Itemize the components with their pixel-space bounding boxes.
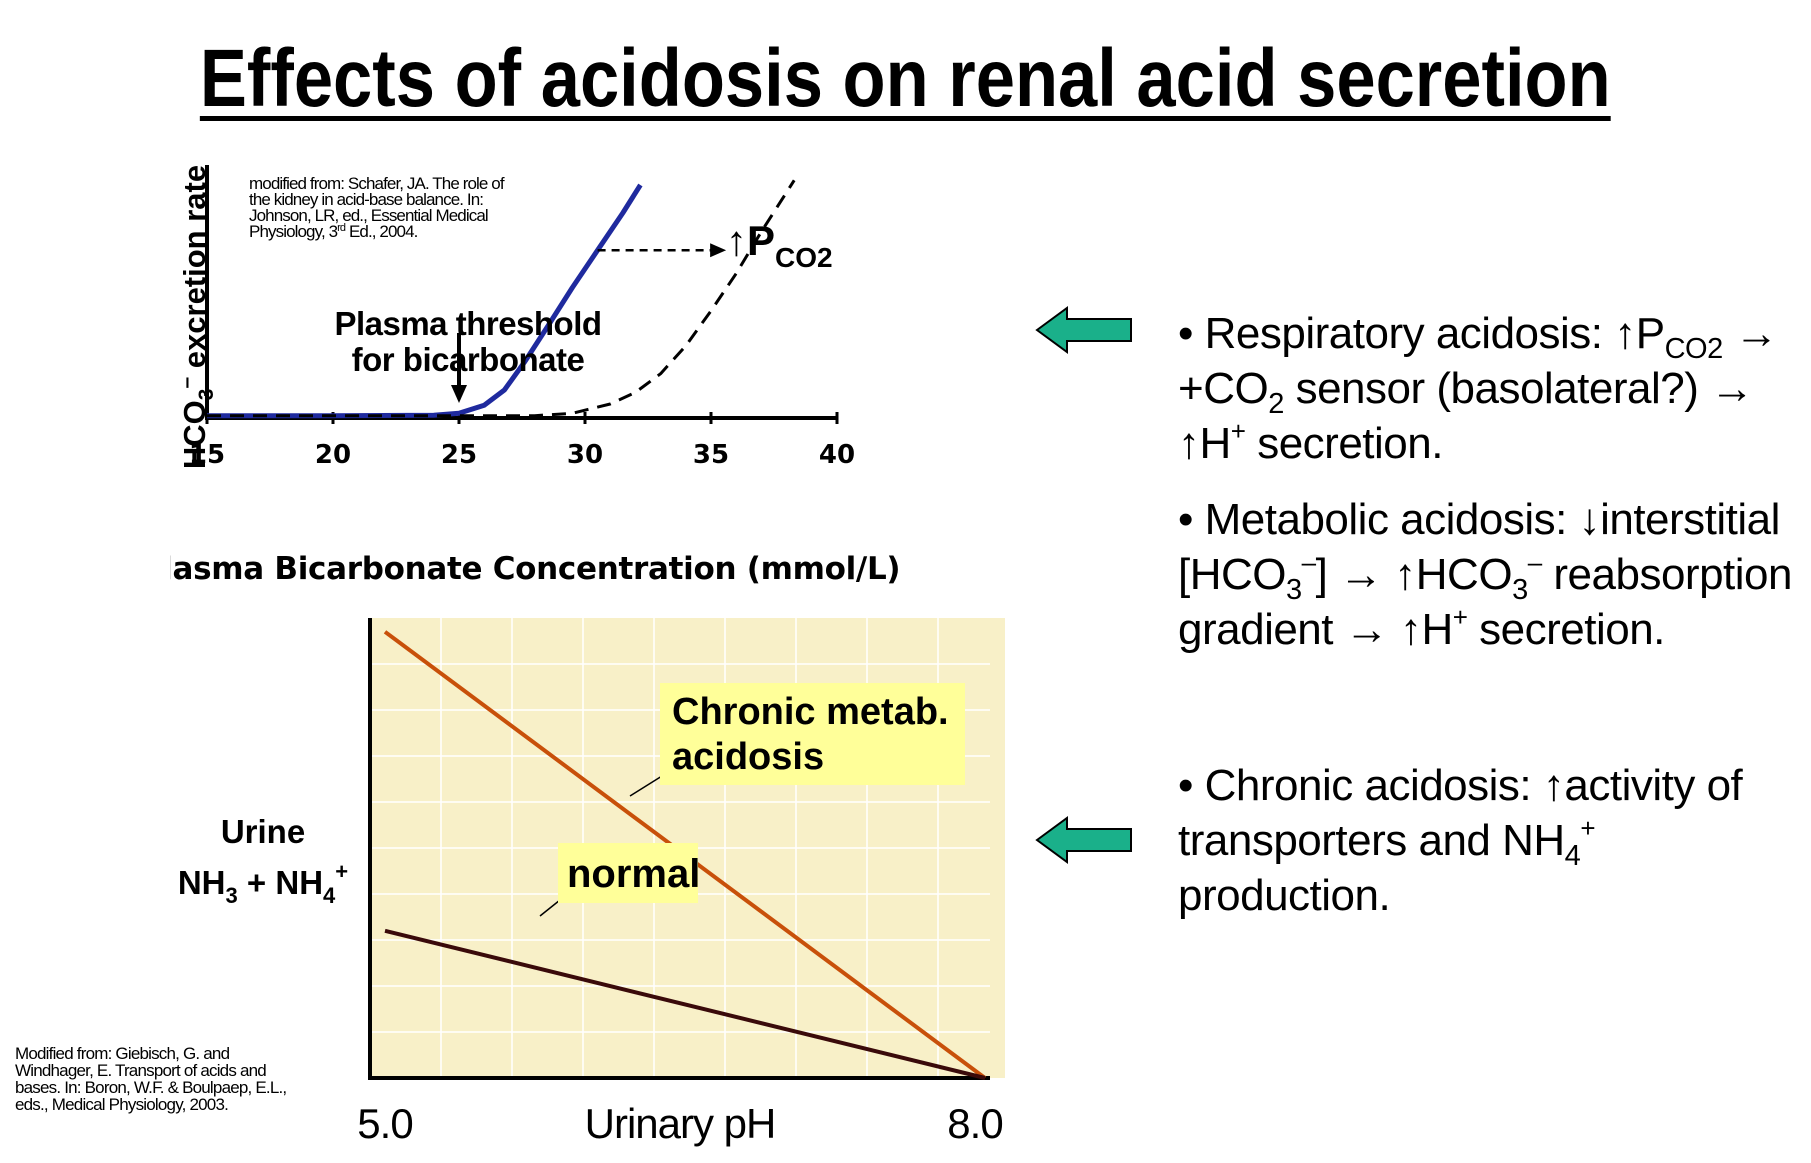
acidosis-series-label: acidosis (672, 736, 824, 778)
bullet-metabolic-acidosis: • Metabolic acidosis: ↓interstitial [HCO… (1178, 495, 1793, 654)
normal-label-leader (539, 899, 561, 917)
bottom-chart-ylabel-line1: Urine (221, 813, 305, 850)
top-x-tick-label: 20 (315, 440, 351, 470)
bottom-x-tick-label: 5.0 (357, 1100, 412, 1147)
series-line-normal (384, 928, 986, 1080)
threshold-label-line1: Plasma threshold (334, 305, 601, 342)
normal-label-box (558, 843, 698, 903)
bottom-chart-ylabel-line2: NH3 + NH4+ (178, 859, 348, 908)
bullet-chronic-acidosis: • Chronic acidosis: ↑activity of transpo… (1178, 761, 1743, 920)
threshold-label-line2: for bicarbonate (352, 341, 585, 378)
top-x-tick-label: 25 (441, 440, 477, 470)
dashed-curve-high-pco2 (207, 179, 796, 418)
pco2-label: ↑PCO2 (726, 217, 833, 273)
top-x-tick-label: 15 (189, 440, 225, 470)
top-x-tick-label: 35 (693, 440, 729, 470)
bullet-respiratory-acidosis: • Respiratory acidosis: ↑PCO2 → +CO2 sen… (1178, 309, 1778, 468)
acidosis-series-label: Chronic metab. (672, 691, 949, 733)
bicarbonate-excretion-chart: 15 20 25 30 35 40 HCO3– excretion rate Plasma… (170, 165, 901, 587)
top-chart-xlabel: Plasma Bicarbonate Concentration (mmol/L… (170, 551, 900, 587)
urine-ammonium-chart: Chronic metab.acidosis normal 5.0 8.0 Urine… (178, 618, 1005, 1147)
slide-title: Effects of acidosis on renal acid secret… (200, 33, 1611, 124)
bottom-citation: Modified from: Giebisch, G. and Windhage… (15, 1044, 287, 1114)
acidosis-label-box (660, 683, 965, 785)
pco2-shift-arrow-head (710, 243, 727, 258)
top-chart-ylabel: HCO3– excretion rate (175, 165, 218, 469)
bottom-chart-xlabel: Urinary pH (585, 1100, 776, 1147)
acidosis-label-leader (629, 775, 663, 797)
green-arrow-icon (1035, 816, 1132, 864)
normal-series-label: normal (567, 852, 700, 896)
top-citation: modified from: Schafer, JA. The role of … (249, 174, 508, 241)
threshold-arrow-head (451, 385, 467, 403)
top-x-tick-label: 40 (819, 440, 855, 470)
bottom-x-tick-label: 8.0 (947, 1100, 1002, 1147)
green-arrow-icon (1035, 306, 1132, 354)
top-x-tick-label: 30 (567, 440, 603, 470)
